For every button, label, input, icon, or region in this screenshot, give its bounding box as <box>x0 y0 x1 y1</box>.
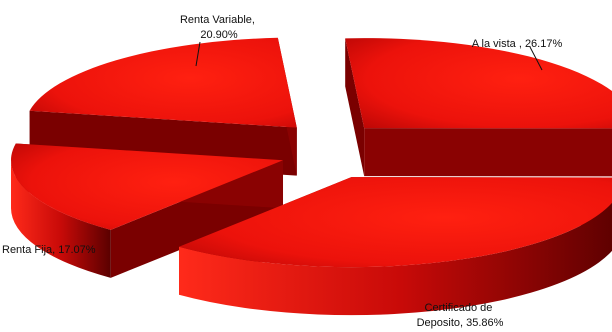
slice-top <box>11 143 284 230</box>
pie-slice-a-la-vista <box>345 38 612 177</box>
label-certificado-de-deposito: Certificado de Deposito, 35.86% <box>417 302 504 329</box>
slice-top <box>345 38 612 129</box>
slice-labels: A la vista , 26.17% Certificado de Depos… <box>2 14 562 329</box>
label-renta-fija: Renta Fija, 17.07% <box>2 244 96 256</box>
slice-wall-end <box>364 128 612 177</box>
label-a-la-vista: A la vista , 26.17% <box>472 38 563 50</box>
slice-top <box>179 177 612 268</box>
pie-slices <box>11 37 612 316</box>
slice-side <box>11 160 111 278</box>
pie-slice-certificado-de-deposito <box>179 177 612 316</box>
leader-lines <box>195 41 543 71</box>
slice-top <box>29 37 297 128</box>
leader-line-renta-variable <box>195 41 201 67</box>
pie-slice-renta-fija <box>11 143 284 278</box>
leader-line-a-la-vista <box>529 46 543 71</box>
slice-wall-start <box>345 38 365 177</box>
label-renta-variable: Renta Variable, 20.90% <box>180 14 258 41</box>
slice-side <box>179 202 612 316</box>
